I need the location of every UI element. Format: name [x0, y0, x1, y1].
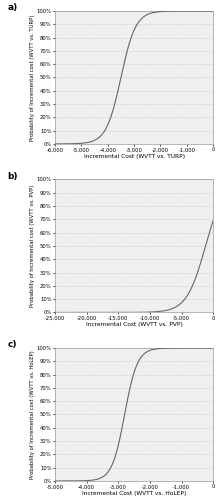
Text: b): b) — [8, 172, 18, 180]
X-axis label: Incremental Cost (WVTT vs. TURP): Incremental Cost (WVTT vs. TURP) — [84, 154, 185, 159]
X-axis label: Incremental Cost (WVTT vs. PVP): Incremental Cost (WVTT vs. PVP) — [86, 322, 183, 328]
Y-axis label: Probability of Incremental cost (WVTT vs. PVP): Probability of Incremental cost (WVTT vs… — [30, 185, 35, 307]
Y-axis label: Probability of Incremental cost (WVTT vs. TURP): Probability of Incremental cost (WVTT vs… — [30, 14, 35, 140]
X-axis label: Incremental Cost (WVTT vs. HoLEP): Incremental Cost (WVTT vs. HoLEP) — [82, 491, 186, 496]
Text: c): c) — [8, 340, 17, 349]
Text: a): a) — [8, 3, 18, 12]
Y-axis label: Probability of Incremental cost (WVTT vs. HoLEP): Probability of Incremental cost (WVTT vs… — [30, 350, 35, 479]
